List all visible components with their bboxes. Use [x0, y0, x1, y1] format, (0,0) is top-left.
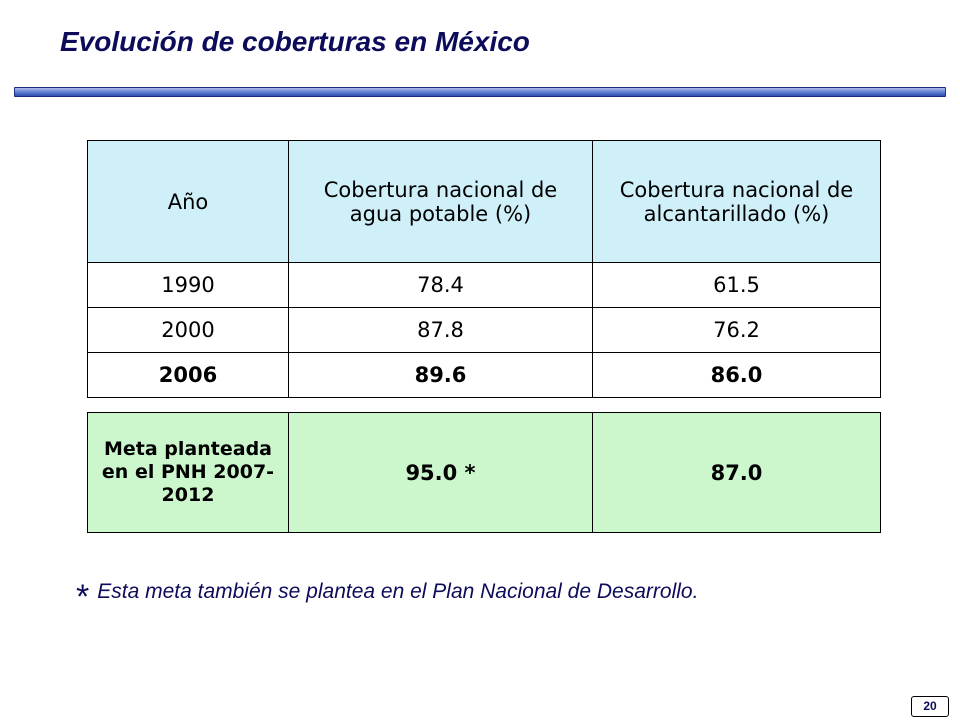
cell-year: 2000	[87, 307, 289, 353]
cell-sewer: 61.5	[592, 262, 881, 308]
footnote: * Esta meta también se plantea en el Plan…	[76, 578, 698, 617]
goal-label: Meta planteada en el PNH 2007-2012	[87, 412, 289, 533]
coverage-table: Año Cobertura nacional de agua potable (…	[87, 140, 881, 398]
table-row: 1990 78.4 61.5	[87, 262, 881, 308]
goal-water-value: 95.0 *	[288, 412, 593, 533]
cell-water: 78.4	[288, 262, 593, 308]
cell-sewer: 86.0	[592, 352, 881, 398]
goal-row: Meta planteada en el PNH 2007-2012 95.0 …	[87, 412, 881, 533]
cell-water: 89.6	[288, 352, 593, 398]
header-year: Año	[87, 140, 289, 263]
cell-sewer: 76.2	[592, 307, 881, 353]
title-underline-bar	[14, 87, 946, 97]
goal-table: Meta planteada en el PNH 2007-2012 95.0 …	[87, 412, 881, 533]
goal-sewer-value: 87.0	[592, 412, 881, 533]
cell-water: 87.8	[288, 307, 593, 353]
header-water-coverage: Cobertura nacional de agua potable (%)	[288, 140, 593, 263]
cell-year: 1990	[87, 262, 289, 308]
header-sewer-coverage: Cobertura nacional de alcantarillado (%)	[592, 140, 881, 263]
table-header-row: Año Cobertura nacional de agua potable (…	[87, 140, 881, 263]
page-number: 20	[911, 696, 949, 717]
table-row: 2006 89.6 86.0	[87, 352, 881, 398]
cell-year: 2006	[87, 352, 289, 398]
slide-title: Evolución de coberturas en México	[60, 26, 530, 57]
footnote-marker: *	[76, 578, 90, 616]
footnote-text: Esta meta también se plantea en el Plan …	[97, 580, 699, 603]
table-row: 2000 87.8 76.2	[87, 307, 881, 353]
